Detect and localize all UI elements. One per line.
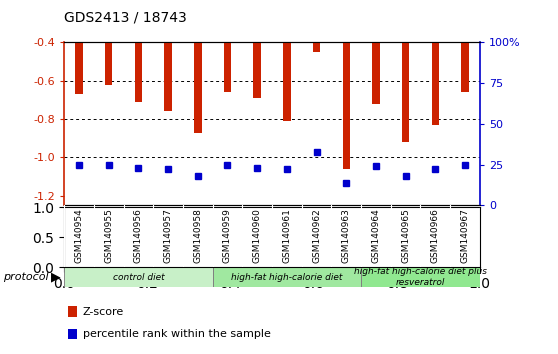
Text: high-fat high-calorie diet plus
resveratrol: high-fat high-calorie diet plus resverat… xyxy=(354,267,487,287)
Bar xyxy=(194,42,201,132)
Text: GSM140958: GSM140958 xyxy=(193,209,203,263)
Text: GSM140955: GSM140955 xyxy=(104,209,113,263)
Text: GSM140959: GSM140959 xyxy=(223,209,232,263)
Bar xyxy=(313,42,320,52)
Text: GSM140966: GSM140966 xyxy=(431,209,440,263)
Text: GSM140967: GSM140967 xyxy=(460,209,469,263)
Bar xyxy=(213,267,361,287)
Text: GSM140965: GSM140965 xyxy=(401,209,410,263)
Text: GDS2413 / 18743: GDS2413 / 18743 xyxy=(64,11,187,25)
Text: control diet: control diet xyxy=(113,273,164,281)
Text: GSM140961: GSM140961 xyxy=(282,209,291,263)
Bar xyxy=(372,42,379,104)
Text: GSM140957: GSM140957 xyxy=(163,209,172,263)
Bar xyxy=(343,42,350,169)
Bar xyxy=(432,42,439,125)
Bar xyxy=(402,42,410,142)
Bar xyxy=(283,42,291,121)
Text: GSM140954: GSM140954 xyxy=(75,209,84,263)
Bar xyxy=(461,42,469,92)
Bar xyxy=(68,329,78,339)
Text: GSM140960: GSM140960 xyxy=(253,209,262,263)
Text: GSM140956: GSM140956 xyxy=(134,209,143,263)
Text: high-fat high-calorie diet: high-fat high-calorie diet xyxy=(231,273,343,281)
Bar xyxy=(64,267,213,287)
Text: percentile rank within the sample: percentile rank within the sample xyxy=(83,329,271,339)
Bar xyxy=(134,42,142,102)
Text: GSM140962: GSM140962 xyxy=(312,209,321,263)
Text: GSM140964: GSM140964 xyxy=(372,209,381,263)
Text: protocol: protocol xyxy=(3,272,49,282)
Bar xyxy=(68,306,78,317)
Bar xyxy=(253,42,261,98)
Bar xyxy=(165,42,172,112)
Text: ▶: ▶ xyxy=(51,270,61,284)
Bar xyxy=(75,42,83,94)
Bar xyxy=(105,42,112,85)
Text: Z-score: Z-score xyxy=(83,307,124,317)
Bar xyxy=(224,42,231,92)
Text: GSM140963: GSM140963 xyxy=(341,209,351,263)
Bar xyxy=(361,267,480,287)
